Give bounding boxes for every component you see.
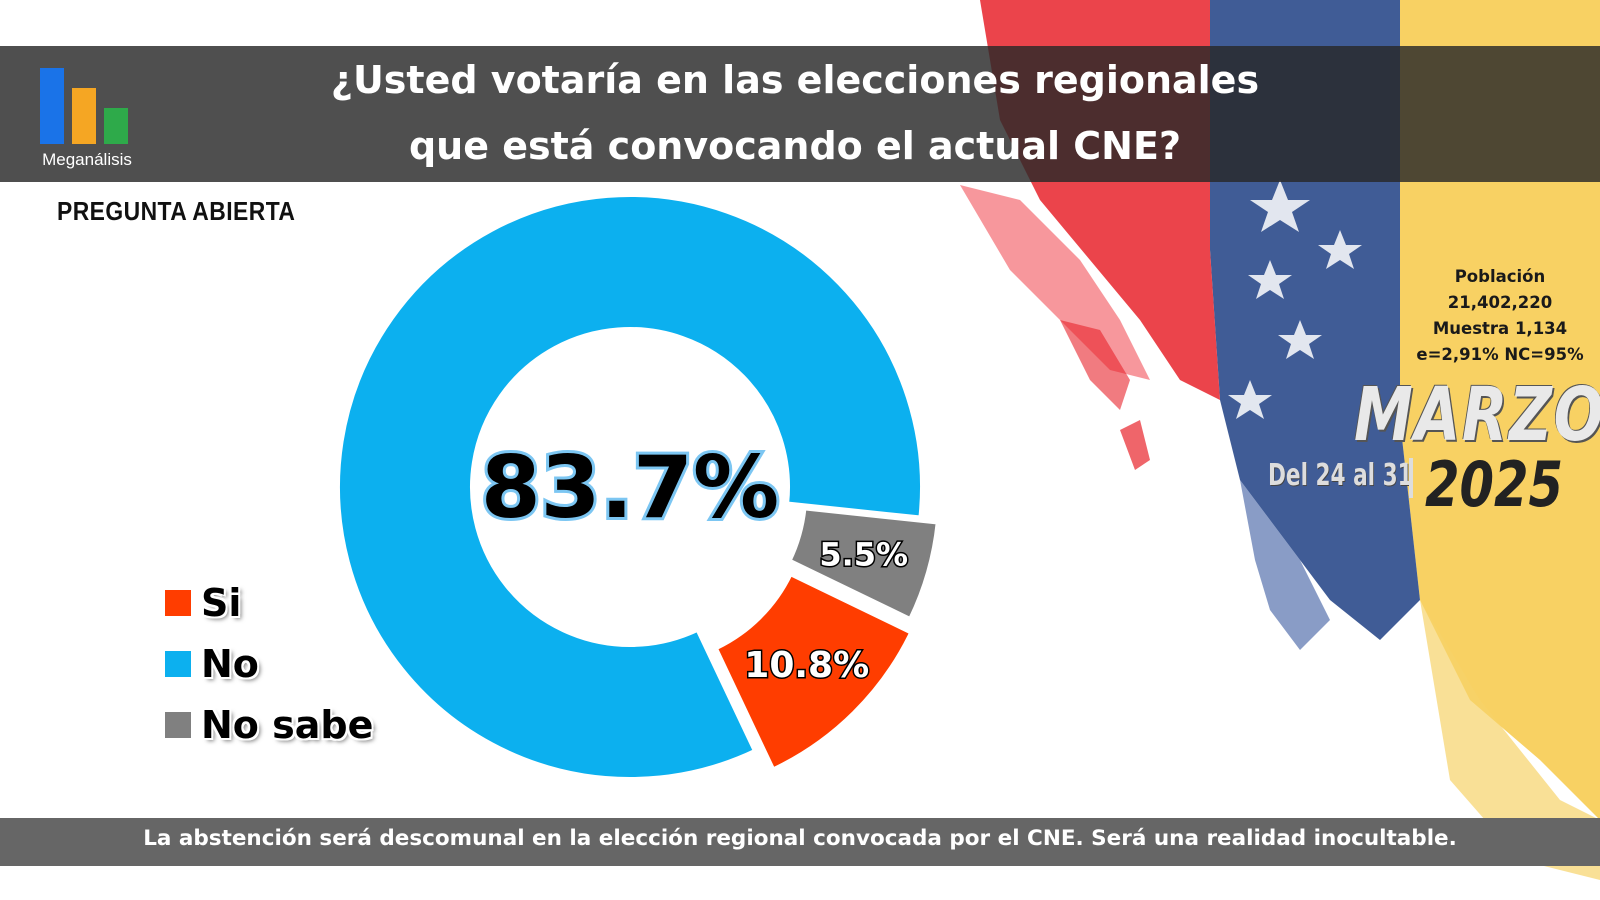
period-month: MARZO <box>1354 372 1600 458</box>
survey-stats: Población 21,402,220 Muestra 1,134 e=2,9… <box>1400 264 1600 368</box>
legend-label-si: Si <box>201 580 242 625</box>
legend-swatch-si <box>165 589 191 616</box>
period-year: 2025 <box>1425 448 1564 521</box>
period-separator <box>1409 458 1413 498</box>
legend-label-no: No <box>201 641 259 686</box>
legend-label-no-sabe: No sabe <box>201 702 374 747</box>
donut-slice-no <box>336 193 924 781</box>
slice-label-no-sabe: 5.5% <box>819 536 908 574</box>
error-nc-text: e=2,91% NC=95% <box>1416 345 1584 364</box>
header-bar <box>0 46 1600 182</box>
title-line-1: ¿Usted votaría en las elecciones regiona… <box>330 58 1260 102</box>
footer-text: La abstención será descomunal en la elec… <box>143 826 1457 851</box>
subtitle: PREGUNTA ABIERTA <box>57 196 296 226</box>
poblacion-value: 21,402,220 <box>1447 293 1553 312</box>
period-range: Del 24 al 31 <box>1268 458 1413 493</box>
logo-bar-icon <box>40 68 64 144</box>
logo-text: Meganálisis <box>42 150 132 169</box>
logo-bar-icon <box>72 88 96 144</box>
slice-label-si: 10.8% <box>744 645 869 686</box>
title-line-2: que está convocando el actual CNE? <box>408 124 1181 168</box>
muestra-text: Muestra 1,134 <box>1432 319 1568 338</box>
legend-item-no: No <box>165 633 373 694</box>
logo-bar-icon <box>104 108 128 144</box>
legend-item-no-sabe: No sabe <box>165 694 373 755</box>
meganalisis-logo: Meganálisis <box>32 62 142 172</box>
poblacion-label: Población <box>1454 267 1546 286</box>
footer-bar <box>0 818 1600 866</box>
donut-slice-si <box>713 571 914 773</box>
legend-swatch-no <box>165 650 191 677</box>
donut-slice-no-sabe <box>786 506 940 622</box>
legend-swatch-no-sabe <box>165 711 191 738</box>
center-value-no: 83.7% <box>481 438 779 538</box>
chart-legend: Si No No sabe <box>165 572 373 755</box>
legend-item-si: Si <box>165 572 373 633</box>
